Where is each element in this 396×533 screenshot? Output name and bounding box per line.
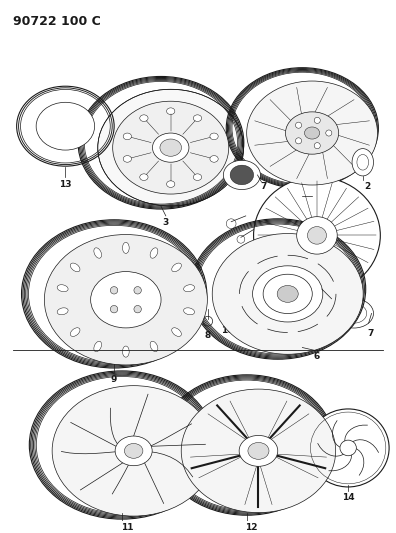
Ellipse shape <box>150 248 158 258</box>
Ellipse shape <box>193 174 202 181</box>
Ellipse shape <box>123 156 131 162</box>
Circle shape <box>219 305 236 322</box>
Ellipse shape <box>70 328 80 336</box>
Ellipse shape <box>340 440 356 456</box>
Ellipse shape <box>243 305 264 321</box>
Ellipse shape <box>124 443 143 458</box>
Ellipse shape <box>152 133 189 162</box>
Circle shape <box>237 236 245 243</box>
Ellipse shape <box>277 286 298 302</box>
Circle shape <box>226 219 236 229</box>
Ellipse shape <box>140 174 148 181</box>
Text: 1: 1 <box>314 198 320 207</box>
Circle shape <box>295 122 302 128</box>
Ellipse shape <box>115 436 152 466</box>
Ellipse shape <box>57 285 68 292</box>
Ellipse shape <box>239 435 278 466</box>
Ellipse shape <box>253 177 380 294</box>
Ellipse shape <box>123 133 131 140</box>
Text: 13: 13 <box>59 180 72 189</box>
Ellipse shape <box>212 233 363 354</box>
Ellipse shape <box>122 346 129 357</box>
Ellipse shape <box>140 115 148 122</box>
Circle shape <box>295 138 302 144</box>
Text: 2: 2 <box>365 182 371 191</box>
Circle shape <box>314 143 320 149</box>
Circle shape <box>223 309 232 318</box>
Ellipse shape <box>210 156 218 162</box>
Text: 8: 8 <box>205 331 211 340</box>
Circle shape <box>134 287 141 294</box>
Text: 9: 9 <box>111 375 117 384</box>
Ellipse shape <box>297 217 337 254</box>
Ellipse shape <box>172 263 181 272</box>
Text: 6: 6 <box>314 352 320 361</box>
Ellipse shape <box>98 90 244 206</box>
Text: 7: 7 <box>367 329 374 338</box>
Ellipse shape <box>181 389 336 513</box>
Ellipse shape <box>286 112 339 154</box>
Ellipse shape <box>150 341 158 352</box>
Ellipse shape <box>307 227 326 244</box>
Text: 3: 3 <box>163 218 169 227</box>
Ellipse shape <box>167 108 175 115</box>
Text: 12: 12 <box>246 523 258 532</box>
Text: 4: 4 <box>253 243 260 252</box>
Ellipse shape <box>248 442 269 459</box>
Ellipse shape <box>307 409 389 487</box>
Ellipse shape <box>210 133 218 140</box>
Ellipse shape <box>160 139 181 156</box>
Circle shape <box>110 287 118 294</box>
Circle shape <box>314 117 320 124</box>
Text: 15: 15 <box>248 325 260 334</box>
Text: 14: 14 <box>342 493 354 502</box>
Ellipse shape <box>52 386 215 516</box>
Ellipse shape <box>223 160 261 190</box>
Ellipse shape <box>70 263 80 272</box>
Ellipse shape <box>352 149 373 176</box>
Ellipse shape <box>36 102 95 150</box>
Ellipse shape <box>253 266 323 322</box>
Ellipse shape <box>335 299 373 328</box>
Ellipse shape <box>91 272 161 328</box>
Ellipse shape <box>193 115 202 122</box>
Ellipse shape <box>230 165 253 185</box>
Ellipse shape <box>184 285 194 292</box>
Text: 5: 5 <box>338 302 345 311</box>
Ellipse shape <box>57 308 68 315</box>
Text: 90722 100 C: 90722 100 C <box>13 15 101 28</box>
Circle shape <box>326 130 332 136</box>
Ellipse shape <box>94 341 101 352</box>
Text: 10: 10 <box>221 326 233 335</box>
Ellipse shape <box>247 81 377 185</box>
Ellipse shape <box>44 235 208 365</box>
Text: 7: 7 <box>260 182 267 191</box>
Text: 11: 11 <box>120 523 133 532</box>
Ellipse shape <box>122 243 129 253</box>
Ellipse shape <box>113 101 229 194</box>
Ellipse shape <box>184 308 194 315</box>
Ellipse shape <box>167 181 175 188</box>
Ellipse shape <box>172 328 181 336</box>
Circle shape <box>110 305 118 313</box>
Ellipse shape <box>305 127 320 139</box>
Circle shape <box>134 305 141 313</box>
Ellipse shape <box>94 248 101 258</box>
